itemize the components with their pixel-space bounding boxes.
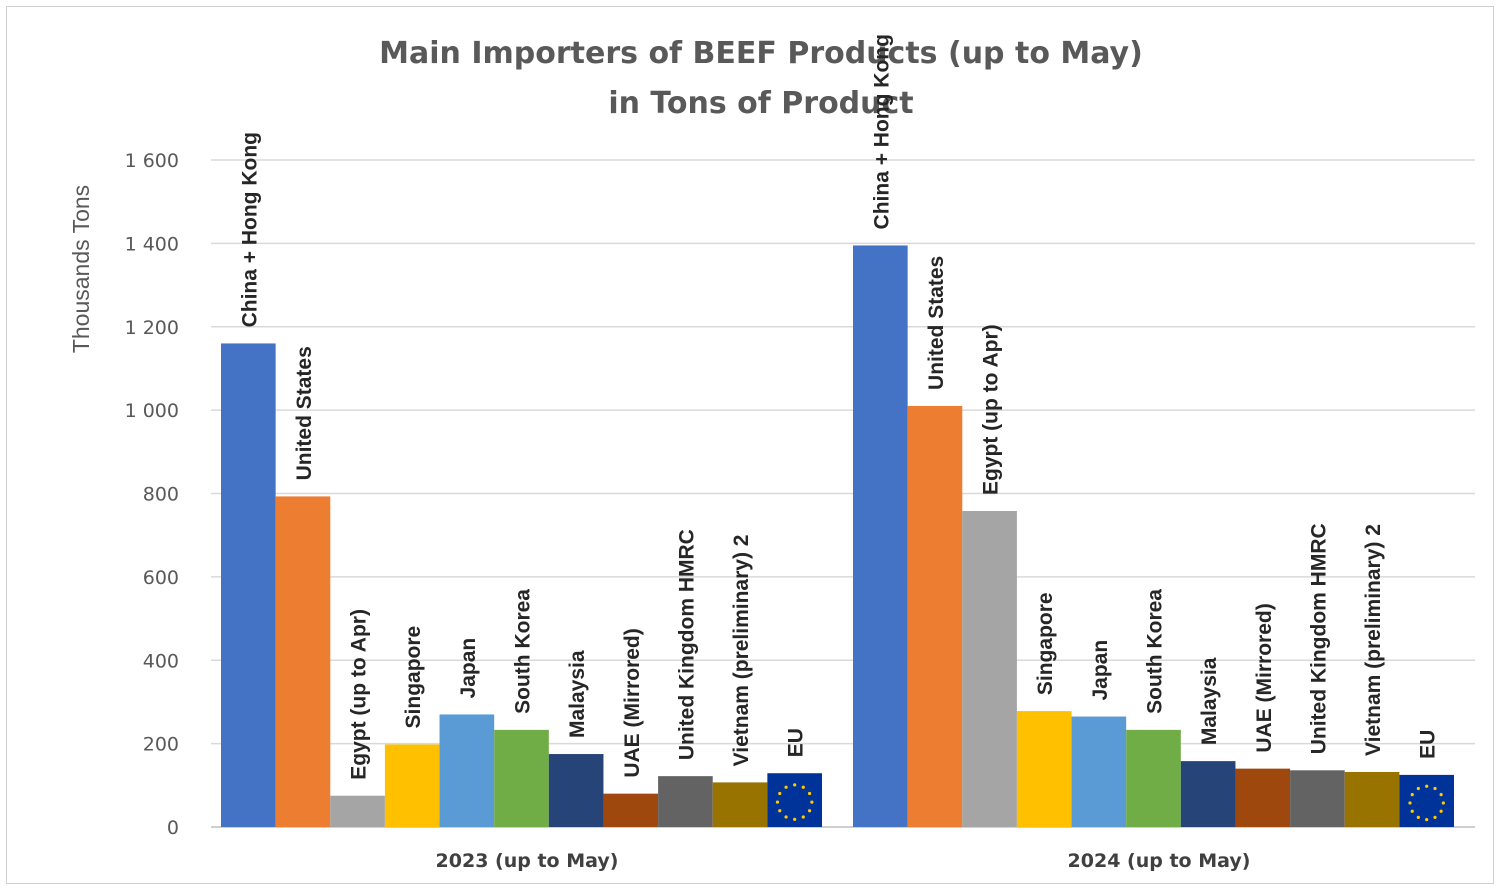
bar-label: Malaysia: [566, 650, 589, 738]
eu-flag-star: [1416, 786, 1420, 791]
eu-flag-star: [1410, 809, 1414, 813]
bar: [384, 744, 440, 827]
x-category-label: 2024 (up to May): [1068, 850, 1251, 872]
bar: [1344, 771, 1400, 827]
bar-label: United States: [925, 256, 948, 390]
bar: [1016, 711, 1072, 827]
bar-label: Egypt (up to Apr): [980, 324, 1003, 495]
bar: [1071, 716, 1127, 827]
bar: [603, 793, 659, 827]
eu-flag-star: [775, 800, 780, 804]
chart-title: Main Importers of BEEF Products (up to M…: [379, 36, 1143, 71]
eu-flag-star: [807, 791, 812, 796]
bar-label: United States: [293, 346, 316, 480]
bar-label: Malaysia: [1198, 657, 1221, 745]
bar: [275, 496, 331, 827]
y-tick-label: 1 400: [125, 233, 179, 255]
x-category-label: 2023 (up to May): [436, 850, 619, 872]
eu-flag-star: [1433, 815, 1437, 819]
chart-svg: Main Importers of BEEF Products (up to M…: [68, 34, 1475, 872]
eu-flag-star: [778, 791, 782, 796]
bar-label: South Korea: [1144, 589, 1167, 714]
eu-flag-star: [807, 809, 812, 813]
y-tick-label: 800: [143, 484, 179, 506]
bar: [962, 511, 1017, 827]
bar-label: Vietnam (preliminary) 2: [1362, 524, 1385, 756]
bar-label: United Kingdom HMRC: [675, 529, 698, 760]
bar-labels: China + Hong Kong United States Egypt (up …: [238, 34, 1439, 780]
y-tick-label: 200: [143, 734, 179, 756]
eu-flag-star: [801, 815, 805, 819]
bar: [658, 776, 713, 827]
category-labels: 2023 (up to May) 2024 (up to May): [436, 850, 1251, 872]
y-tick-label: 1 200: [125, 317, 179, 339]
bar-label: China + Hong Kong: [238, 132, 261, 327]
eu-flag-star: [1416, 815, 1420, 819]
chart-frame: Main Importers of BEEF Products (up to M…: [6, 6, 1494, 884]
eu-flag-star: [793, 783, 797, 787]
bar: [330, 795, 385, 827]
bar-label: EU: [785, 728, 808, 757]
bar-label: Singapore: [402, 626, 425, 729]
y-axis-ticks: 0 200 400 600 800 1 000 1 200 1 400 1 600: [125, 150, 179, 839]
eu-flag-star: [810, 800, 814, 804]
bar: [221, 343, 276, 827]
gridlines: [211, 159, 1475, 828]
bar: [548, 754, 604, 827]
bar-label: UAE (Mirrored): [1253, 603, 1276, 752]
eu-flag-star: [1408, 801, 1412, 805]
eu-flag-star: [1425, 784, 1429, 788]
y-tick-label: 0: [167, 817, 179, 839]
bar-label: Vietnam (preliminary) 2: [730, 535, 753, 767]
chart-subtitle: in Tons of Product: [608, 86, 913, 121]
bar: [712, 782, 768, 827]
bar-label: United Kingdom HMRC: [1307, 523, 1330, 754]
bar: [1290, 770, 1345, 827]
eu-flag-star: [1439, 793, 1443, 797]
eu-flag-star: [1425, 818, 1429, 822]
eu-flag-star: [778, 809, 782, 813]
y-tick-label: 1 600: [125, 150, 179, 172]
bar: [1235, 768, 1291, 827]
bar-label: Japan: [1089, 640, 1112, 701]
bar: [853, 245, 908, 828]
bar-label: China + Hong Kong: [870, 34, 893, 229]
bar-label: UAE (Mirrored): [621, 628, 644, 777]
eu-flag-star: [801, 785, 805, 789]
bars: [221, 245, 1454, 828]
bar-label: Egypt (up to Apr): [348, 609, 371, 780]
bar-label: South Korea: [512, 589, 535, 714]
bar-label: Singapore: [1034, 592, 1057, 695]
bar: [907, 405, 963, 827]
eu-flag-star: [1439, 809, 1443, 813]
bar: [1180, 761, 1236, 827]
y-tick-label: 400: [143, 650, 179, 672]
y-tick-label: 600: [143, 567, 179, 589]
eu-flag-star: [793, 817, 797, 821]
bar: [439, 714, 495, 827]
eu-flag-star: [1410, 793, 1414, 797]
bar-label: EU: [1417, 730, 1440, 759]
eu-flag-star: [784, 785, 788, 789]
eu-flag-star: [1441, 801, 1445, 805]
eu-flag-star: [1433, 786, 1437, 791]
bar: [1126, 729, 1181, 827]
bar: [494, 729, 549, 827]
y-axis-label: Thousands Tons: [68, 185, 94, 353]
y-tick-label: 1 000: [125, 400, 179, 422]
bar-label: Japan: [457, 638, 480, 699]
eu-flag-star: [784, 815, 788, 819]
